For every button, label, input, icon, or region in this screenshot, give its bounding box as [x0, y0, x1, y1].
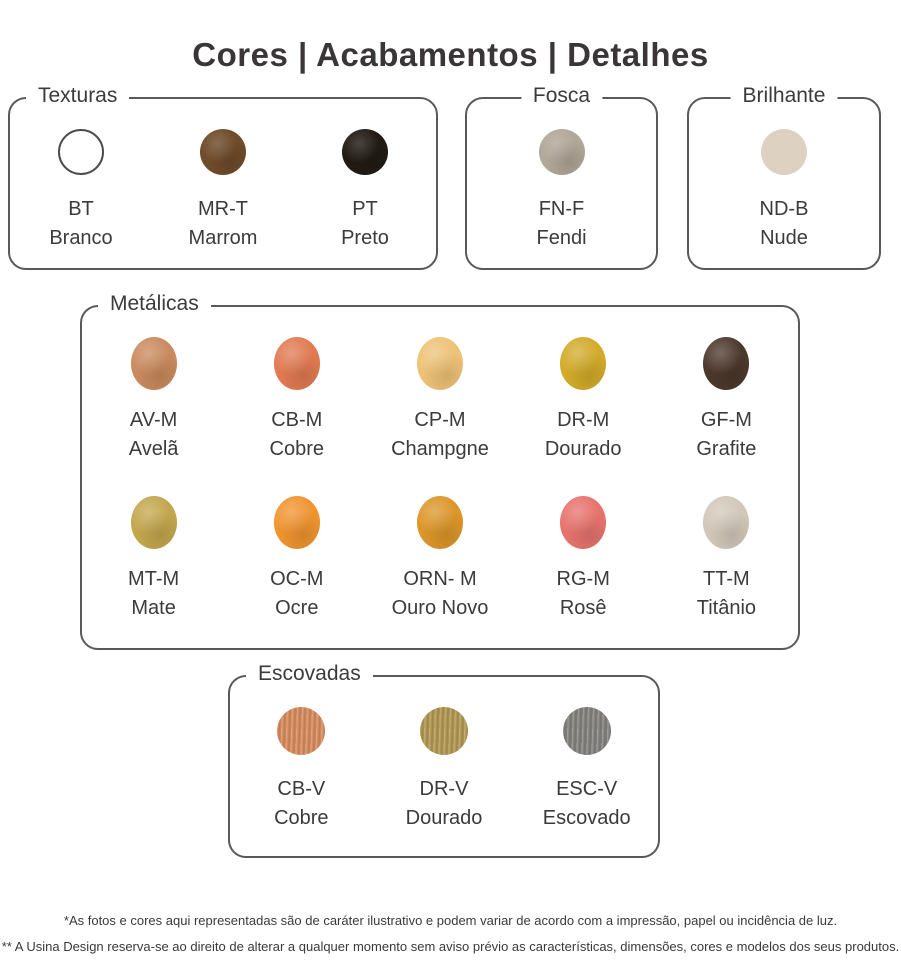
color-swatch-bt	[58, 129, 104, 175]
swatch-name: Cobre	[269, 438, 325, 460]
swatch-cell-dr-m: DR-M Dourado	[545, 337, 622, 464]
swatch-name: Mate	[131, 597, 176, 619]
swatch-code: DR-V	[419, 778, 469, 800]
color-swatch-esc-v	[562, 707, 611, 755]
footnote-1: *As fotos e cores aqui representadas são…	[63, 913, 838, 928]
swatch-name: Escovado	[542, 807, 631, 829]
color-swatch-pt	[342, 129, 388, 175]
group-brilhante-cells: ND-B Nude	[689, 99, 879, 253]
group-brilhante-label: Brilhante	[730, 84, 838, 108]
footnotes: *As fotos e cores aqui representadas são…	[0, 908, 901, 960]
color-swatch-nd-b	[760, 129, 807, 175]
swatch-name: Ocre	[275, 597, 319, 619]
color-swatch-dr-m	[560, 337, 607, 390]
swatch-cell-rg-m: RG-M Rosê	[557, 496, 610, 623]
swatch-cell-orn-m: ORN- M Ouro Novo	[391, 496, 489, 623]
color-swatch-tt-m	[703, 496, 750, 549]
swatch-code: OC-M	[270, 568, 324, 590]
swatch-name: Rosê	[559, 597, 607, 619]
page-title: Cores | Acabamentos | Detalhes	[192, 36, 709, 74]
color-swatch-av-m	[130, 337, 177, 390]
swatch-code: ORN- M	[403, 568, 477, 590]
color-swatch-oc-m	[273, 496, 320, 549]
swatch-cell-mt-m: MT-M Mate	[128, 496, 179, 623]
swatch-cell-av-m: AV-M Avelã	[128, 337, 179, 464]
group-escovadas: Escovadas CB-V Cobre DR-V Dourado ESC-V …	[228, 662, 660, 858]
swatch-code: PT	[352, 198, 378, 220]
swatch-name: Marrom	[188, 227, 258, 249]
swatch-name: Preto	[341, 227, 389, 249]
swatch-name: Titânio	[696, 597, 757, 619]
group-brilhante: Brilhante ND-B Nude	[687, 84, 881, 270]
swatch-code: GF-M	[700, 409, 752, 431]
swatch-name: Ouro Novo	[391, 597, 489, 619]
swatch-code: BT	[68, 198, 94, 220]
swatch-code: CP-M	[414, 409, 466, 431]
color-swatch-cb-m	[273, 337, 320, 390]
swatch-name: Champgne	[391, 438, 489, 460]
color-swatch-gf-m	[703, 337, 750, 390]
color-swatch-dr-v	[419, 707, 468, 755]
swatch-name: Dourado	[544, 438, 622, 460]
footnote-2: ** A Usina Design reserva-se ao direito …	[1, 939, 900, 954]
group-escovadas-label: Escovadas	[246, 662, 373, 686]
swatch-cell-pt: PT Preto	[341, 129, 389, 253]
color-swatch-orn-m	[416, 496, 463, 549]
swatch-code: CB-V	[277, 778, 326, 800]
swatch-code: MT-M	[128, 568, 180, 590]
color-swatch-mt-m	[130, 496, 177, 549]
swatch-code: ND-B	[759, 198, 809, 220]
color-swatch-cp-m	[416, 337, 463, 390]
swatch-code: DR-M	[557, 409, 610, 431]
color-swatch-cb-v	[277, 707, 326, 755]
swatch-code: ESC-V	[556, 778, 618, 800]
swatch-code: FN-F	[538, 198, 585, 220]
swatch-code: MR-T	[198, 198, 248, 220]
group-texturas: Texturas BT Branco MR-T Marrom PT Preto	[8, 84, 438, 270]
color-swatch-mr-t	[199, 129, 246, 175]
group-metalicas: Metálicas AV-M Avelã CB-M Cobre CP-M Cha…	[80, 292, 800, 650]
group-texturas-cells: BT Branco MR-T Marrom PT Preto	[10, 99, 436, 253]
swatch-code: RG-M	[556, 568, 610, 590]
swatch-cell-cp-m: CP-M Champgne	[391, 337, 489, 464]
swatch-code: AV-M	[129, 409, 178, 431]
color-swatch-fn-f	[538, 129, 585, 175]
swatch-cell-fn-f: FN-F Fendi	[536, 129, 587, 253]
swatch-name: Nude	[760, 227, 808, 249]
swatch-cell-dr-v: DR-V Dourado	[405, 707, 483, 833]
group-metalicas-label: Metálicas	[98, 292, 211, 316]
swatch-name: Avelã	[128, 438, 179, 460]
swatch-cell-esc-v: ESC-V Escovado	[543, 707, 631, 833]
group-fosca: Fosca FN-F Fendi	[465, 84, 658, 270]
color-swatch-rg-m	[560, 496, 607, 549]
swatch-cell-oc-m: OC-M Ocre	[270, 496, 323, 623]
swatch-code: CB-M	[271, 409, 323, 431]
group-fosca-cells: FN-F Fendi	[467, 99, 656, 253]
swatch-name: Fendi	[536, 227, 587, 249]
swatch-name: Dourado	[405, 807, 483, 829]
swatch-name: Grafite	[696, 438, 757, 460]
swatch-name: Cobre	[274, 807, 329, 829]
swatch-cell-bt: BT Branco	[49, 129, 113, 253]
swatch-code: TT-M	[703, 568, 750, 590]
swatch-cell-cb-m: CB-M Cobre	[270, 337, 324, 464]
group-metalicas-cells: AV-M Avelã CB-M Cobre CP-M Champgne DR-M…	[82, 307, 798, 623]
swatch-cell-gf-m: GF-M Grafite	[696, 337, 756, 464]
group-escovadas-cells: CB-V Cobre DR-V Dourado ESC-V Escovado	[230, 677, 658, 833]
swatch-cell-tt-m: TT-M Titânio	[697, 496, 756, 623]
swatch-name: Branco	[49, 227, 113, 249]
swatch-cell-nd-b: ND-B Nude	[759, 129, 809, 253]
group-fosca-label: Fosca	[520, 84, 603, 108]
group-texturas-label: Texturas	[26, 84, 130, 108]
swatch-cell-cb-v: CB-V Cobre	[274, 707, 329, 833]
swatch-cell-mr-t: MR-T Marrom	[188, 129, 258, 253]
